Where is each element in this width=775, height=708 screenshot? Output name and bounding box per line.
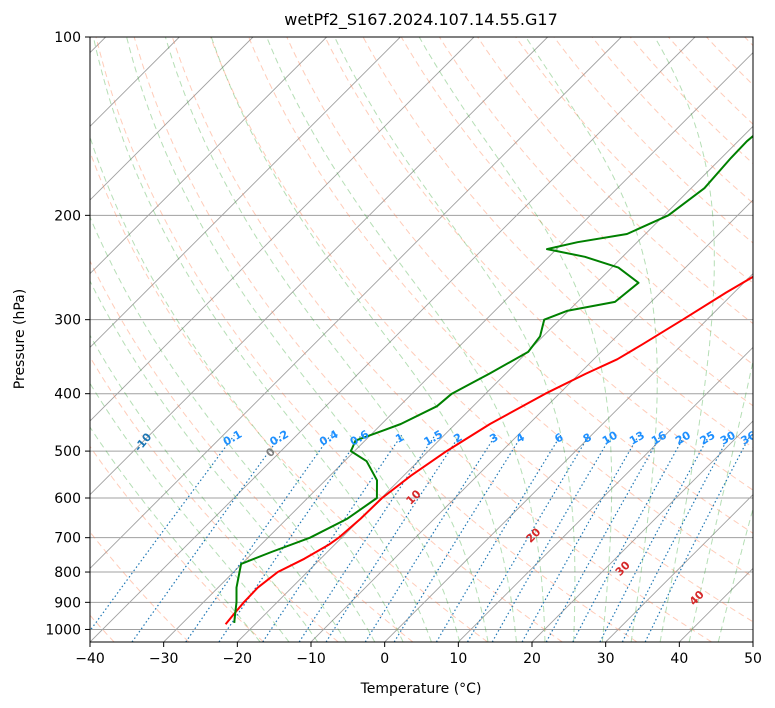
- isotherm-line: [531, 420, 753, 642]
- dry-adiabat-line: [90, 259, 414, 642]
- moist-adiabat-line: [266, 37, 546, 642]
- moist-adiabat-line: [654, 37, 715, 642]
- dry-adiabat-line: [133, 37, 638, 642]
- plot-frame: [89, 36, 754, 643]
- x-axis-label: Temperature (°C): [360, 681, 482, 697]
- isotherm-line: [90, 37, 696, 642]
- y-tick-label: 500: [54, 444, 81, 460]
- mixing-ratio-line: [466, 434, 590, 642]
- y-axis: 100 200 300 400 500 600 700 800 900 1000: [45, 30, 90, 638]
- moist-adiabat-line: [90, 426, 261, 642]
- y-tick-label: 700: [54, 531, 81, 547]
- isotherm-line: [163, 52, 753, 642]
- dry-adiabat-line: [95, 37, 563, 642]
- dry-adiabat-line: [286, 37, 753, 534]
- y-tick-label: 800: [54, 565, 81, 581]
- chart-title: wetPf2_S167.2024.107.14.55.G17: [284, 10, 558, 30]
- moist-adiabat-line: [688, 358, 753, 642]
- dewpoint-line: [233, 134, 753, 623]
- isotherm-line: [384, 273, 753, 642]
- isotherm-line: [90, 37, 254, 201]
- moist-adiabat-line: [210, 37, 517, 642]
- y-tick-label: 1000: [45, 622, 81, 638]
- isotherm-line: [237, 125, 753, 642]
- dry-adiabat-line: [248, 37, 753, 578]
- mixing-ratio-line: [644, 434, 751, 642]
- y-tick-label: 300: [54, 313, 81, 329]
- dry-adiabat-line: [171, 37, 712, 642]
- mixing-ratio-line: [325, 434, 461, 642]
- y-axis-label: Pressure (hPa): [12, 289, 28, 389]
- dry-adiabat-line: [515, 37, 753, 284]
- moist-adiabat-line: [92, 37, 432, 642]
- isotherm-line: [458, 346, 753, 642]
- x-tick-label: −10: [296, 651, 326, 667]
- mixing-ratio-line: [491, 434, 613, 642]
- temperature-line: [224, 275, 753, 625]
- moist-adiabat-line: [525, 37, 658, 642]
- y-tick-label: 900: [54, 595, 81, 611]
- isotherm-grid: [90, 37, 753, 642]
- isotherm-line: [90, 37, 401, 348]
- x-tick-label: 10: [449, 651, 467, 667]
- dry-adiabat-line: [90, 445, 264, 642]
- moist-adiabat-line: [90, 135, 404, 642]
- mixing-ratio-line: [185, 434, 332, 642]
- moist-adiabat-line: [126, 37, 461, 642]
- dry-adiabat-line: [324, 37, 753, 491]
- isotherm-line: [605, 494, 753, 642]
- dry-adiabat-line: [210, 37, 753, 623]
- x-tick-label: −20: [223, 651, 253, 667]
- mixing-ratio-lines: [90, 434, 751, 642]
- moist-adiabat-line: [90, 334, 319, 642]
- isobar-grid: [90, 37, 753, 630]
- moist-adiabat-line: [717, 506, 753, 642]
- isotherm-line: [90, 37, 475, 422]
- x-tick-label: 40: [670, 651, 688, 667]
- x-tick-label: −40: [75, 651, 105, 667]
- moist-adiabat-line: [90, 382, 290, 642]
- mixing-ratio-line: [364, 434, 497, 642]
- x-tick-label: 20: [523, 651, 541, 667]
- mixing-ratio-line: [435, 434, 562, 642]
- x-tick-label: 0: [380, 651, 389, 667]
- x-tick-label: −30: [149, 651, 179, 667]
- y-tick-label: 100: [54, 30, 81, 46]
- moist-adiabat-line: [164, 37, 489, 642]
- dry-adiabats: [90, 37, 753, 642]
- dry-adiabat-line: [90, 356, 339, 642]
- mixing-ratio-line: [521, 434, 640, 642]
- moist-adiabat-line: [90, 215, 376, 642]
- moist-adiabat-line: [334, 37, 576, 642]
- y-tick-label: 400: [54, 387, 81, 403]
- mixing-ratio-line: [90, 434, 235, 632]
- mixing-ratio-label: 36: [739, 429, 759, 448]
- mixing-ratio-line: [545, 434, 662, 642]
- isotherm-line: [90, 37, 327, 275]
- isotherm-line: [90, 37, 622, 569]
- isotherm-line: [90, 37, 548, 496]
- x-axis: −40 −30 −20 −10 0 10 20 30 40 50: [75, 642, 762, 667]
- y-tick-label: 200: [54, 208, 81, 224]
- series-lines: [224, 134, 753, 625]
- y-tick-label: 600: [54, 491, 81, 507]
- mixing-ratio-line: [393, 434, 523, 642]
- mixing-ratio-line: [621, 434, 731, 642]
- mixing-ratio-line: [572, 434, 686, 642]
- x-tick-label: 50: [744, 651, 762, 667]
- mixing-ratio-line: [218, 434, 362, 642]
- isotherm-line: [310, 199, 753, 642]
- x-tick-label: 30: [597, 651, 615, 667]
- moist-adiabat-line: [418, 37, 613, 642]
